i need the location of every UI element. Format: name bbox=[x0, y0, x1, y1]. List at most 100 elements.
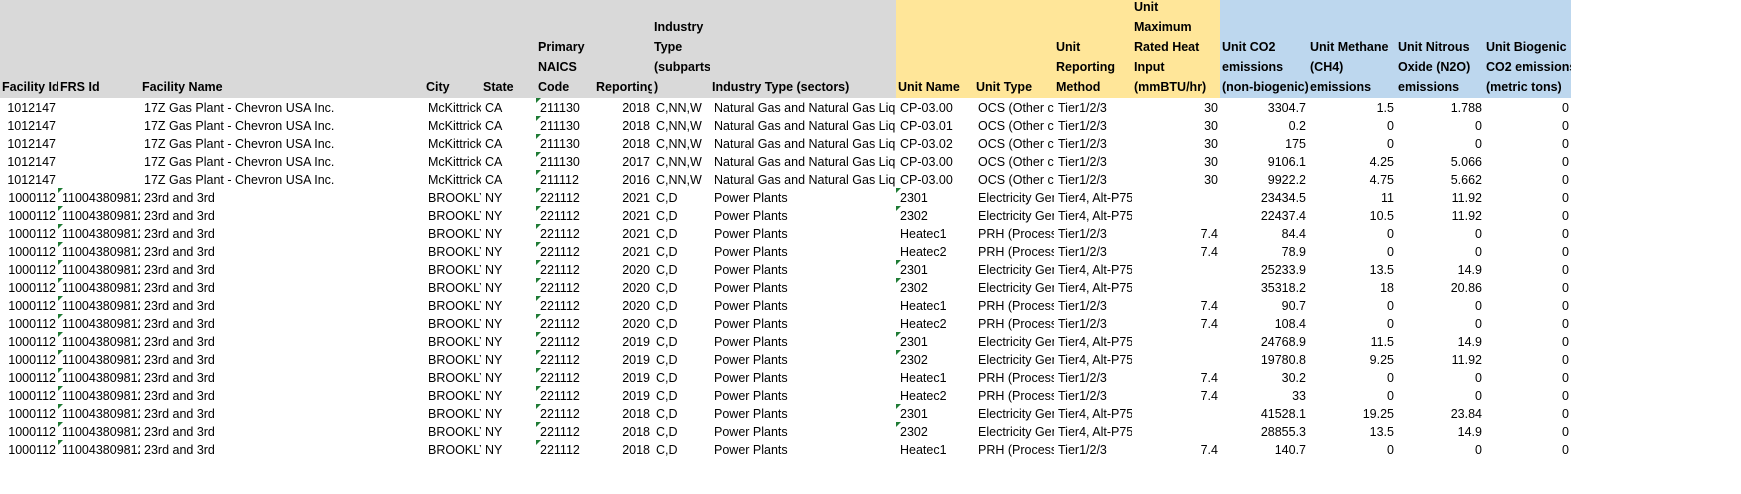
cell-facility-name[interactable]: 23rd and 3rd bbox=[144, 425, 215, 439]
cell-unit-name[interactable]: 2301 bbox=[896, 188, 974, 208]
cell-biogenic[interactable]: 0 bbox=[1562, 389, 1569, 403]
cell-industry-sectors[interactable]: Power Plants bbox=[714, 425, 788, 439]
cell-unit-name[interactable]: CP-03.00 bbox=[900, 155, 953, 169]
cell-city[interactable]: McKittrick bbox=[428, 155, 481, 169]
cell-industry-subparts[interactable]: C,D bbox=[656, 371, 678, 385]
cell-state[interactable]: NY bbox=[485, 263, 503, 277]
cell-industry-sectors[interactable]: Natural Gas and Natural Gas Liquids bbox=[714, 137, 896, 151]
cell-biogenic[interactable]: 0 bbox=[1562, 317, 1569, 331]
cell-co2[interactable]: 108.4 bbox=[1274, 317, 1306, 331]
column-header-industry-sectors[interactable]: Industry Type (sectors) bbox=[710, 0, 896, 98]
cell-naics[interactable]: 221112 bbox=[536, 242, 594, 262]
cell-co2[interactable]: 9922.2 bbox=[1267, 173, 1306, 187]
cell-industry-subparts[interactable]: C,D bbox=[656, 389, 678, 403]
cell-unit-type[interactable]: Electricity Generator bbox=[978, 191, 1054, 205]
cell-industry-subparts[interactable]: C,NN,W bbox=[656, 119, 702, 133]
cell-ch4[interactable]: 1.5 bbox=[1376, 101, 1394, 115]
cell-industry-subparts[interactable]: C,D bbox=[656, 209, 678, 223]
cell-facility-id[interactable]: 1000112 bbox=[8, 245, 56, 259]
cell-co2[interactable]: 24768.9 bbox=[1260, 335, 1306, 349]
cell-frs-id[interactable]: 110043809812 bbox=[58, 206, 140, 226]
cell-co2[interactable]: 19780.8 bbox=[1260, 353, 1306, 367]
cell-reporting[interactable]: 2018 bbox=[622, 407, 650, 421]
cell-state[interactable]: NY bbox=[485, 371, 503, 385]
cell-n2o[interactable]: 23.84 bbox=[1450, 407, 1482, 421]
cell-unit-type[interactable]: Electricity Generator bbox=[978, 209, 1054, 223]
cell-unit-name[interactable]: Heatec1 bbox=[900, 227, 947, 241]
cell-frs-id[interactable]: 110043809812 bbox=[58, 188, 140, 208]
cell-unit-name[interactable]: 2302 bbox=[896, 422, 974, 442]
cell-frs-id[interactable] bbox=[58, 134, 140, 154]
cell-n2o[interactable]: 5.662 bbox=[1450, 173, 1482, 187]
cell-frs-id[interactable]: 110043809812 bbox=[58, 440, 140, 460]
cell-industry-subparts[interactable]: C,D bbox=[656, 317, 678, 331]
cell-reporting[interactable]: 2021 bbox=[622, 209, 650, 223]
cell-co2[interactable]: 33 bbox=[1292, 389, 1306, 403]
cell-frs-id[interactable]: 110043809812 bbox=[58, 242, 140, 262]
cell-unit-name[interactable]: 2301 bbox=[896, 332, 974, 352]
cell-method[interactable]: Tier1/2/3 bbox=[1058, 227, 1107, 241]
column-header-unit-type[interactable]: Unit Type bbox=[974, 0, 1054, 98]
cell-industry-subparts[interactable]: C,D bbox=[656, 353, 678, 367]
cell-naics[interactable]: 221112 bbox=[536, 440, 594, 460]
cell-naics[interactable]: 221112 bbox=[536, 332, 594, 352]
cell-state[interactable]: NY bbox=[485, 299, 503, 313]
cell-co2[interactable]: 25233.9 bbox=[1260, 263, 1306, 277]
cell-facility-id[interactable]: 1000112 bbox=[8, 209, 56, 223]
cell-ch4[interactable]: 0 bbox=[1387, 371, 1394, 385]
cell-reporting[interactable]: 2017 bbox=[622, 155, 650, 169]
column-header-reporting[interactable]: Reporting bbox=[594, 0, 652, 98]
cell-unit-type[interactable]: Electricity Generator bbox=[978, 263, 1054, 277]
cell-biogenic[interactable]: 0 bbox=[1562, 119, 1569, 133]
cell-unit-type[interactable]: PRH (Process Heater) bbox=[978, 245, 1054, 259]
cell-industry-subparts[interactable]: C,D bbox=[656, 335, 678, 349]
cell-industry-sectors[interactable]: Power Plants bbox=[714, 317, 788, 331]
cell-facility-id[interactable]: 1000112 bbox=[8, 353, 56, 367]
cell-city[interactable]: BROOKLYN bbox=[428, 317, 481, 331]
cell-unit-type[interactable]: PRH (Process Heater) bbox=[978, 317, 1054, 331]
cell-ch4[interactable]: 19.25 bbox=[1362, 407, 1394, 421]
cell-ch4[interactable]: 18 bbox=[1380, 281, 1394, 295]
cell-facility-id[interactable]: 1012147 bbox=[7, 119, 56, 133]
cell-method[interactable]: Tier4, Alt-P75 bbox=[1058, 209, 1132, 223]
cell-n2o[interactable]: 0 bbox=[1475, 389, 1482, 403]
cell-naics[interactable]: 221112 bbox=[536, 404, 594, 424]
column-header-unit-name[interactable]: Unit Name bbox=[896, 0, 974, 98]
cell-naics[interactable]: 221112 bbox=[536, 422, 594, 442]
cell-industry-sectors[interactable]: Power Plants bbox=[714, 263, 788, 277]
cell-city[interactable]: BROOKLYN bbox=[428, 407, 481, 421]
cell-state[interactable]: NY bbox=[485, 281, 503, 295]
cell-co2[interactable]: 41528.1 bbox=[1260, 407, 1306, 421]
cell-heat-input[interactable]: 7.4 bbox=[1200, 227, 1218, 241]
cell-unit-type[interactable]: OCS (Other combustion source) bbox=[978, 173, 1054, 187]
cell-unit-name[interactable]: CP-03.01 bbox=[900, 119, 953, 133]
cell-heat-input[interactable]: 7.4 bbox=[1200, 443, 1218, 457]
cell-facility-name[interactable]: 17Z Gas Plant - Chevron USA Inc. bbox=[144, 101, 335, 115]
cell-biogenic[interactable]: 0 bbox=[1562, 335, 1569, 349]
cell-co2[interactable]: 84.4 bbox=[1281, 227, 1306, 241]
cell-unit-type[interactable]: PRH (Process Heater) bbox=[978, 443, 1054, 457]
cell-city[interactable]: BROOKLYN bbox=[428, 443, 481, 457]
cell-reporting[interactable]: 2018 bbox=[622, 425, 650, 439]
column-header-frs-id[interactable]: FRS Id bbox=[58, 0, 140, 98]
cell-unit-type[interactable]: Electricity Generator bbox=[978, 425, 1054, 439]
cell-method[interactable]: Tier4, Alt-P75 bbox=[1058, 335, 1132, 349]
cell-method[interactable]: Tier1/2/3 bbox=[1058, 245, 1107, 259]
cell-industry-sectors[interactable]: Natural Gas and Natural Gas Liquids bbox=[714, 155, 896, 169]
cell-ch4[interactable]: 4.75 bbox=[1369, 173, 1394, 187]
cell-unit-type[interactable]: Electricity Generator bbox=[978, 335, 1054, 349]
cell-reporting[interactable]: 2018 bbox=[622, 443, 650, 457]
cell-biogenic[interactable]: 0 bbox=[1562, 443, 1569, 457]
cell-biogenic[interactable]: 0 bbox=[1562, 299, 1569, 313]
cell-reporting[interactable]: 2019 bbox=[622, 389, 650, 403]
cell-ch4[interactable]: 13.5 bbox=[1369, 263, 1394, 277]
cell-n2o[interactable]: 0 bbox=[1475, 371, 1482, 385]
cell-reporting[interactable]: 2021 bbox=[622, 191, 650, 205]
cell-facility-id[interactable]: 1000112 bbox=[8, 389, 56, 403]
cell-ch4[interactable]: 11 bbox=[1381, 191, 1394, 205]
cell-heat-input[interactable]: 7.4 bbox=[1200, 245, 1218, 259]
column-header-co2[interactable]: Unit CO2 emissions (non-biogenic) bbox=[1220, 0, 1308, 98]
cell-city[interactable]: BROOKLYN bbox=[428, 245, 481, 259]
column-header-heat-input[interactable]: Unit Maximum Rated Heat Input (mmBTU/hr) bbox=[1132, 0, 1220, 98]
cell-unit-type[interactable]: OCS (Other combustion source) bbox=[978, 119, 1054, 133]
